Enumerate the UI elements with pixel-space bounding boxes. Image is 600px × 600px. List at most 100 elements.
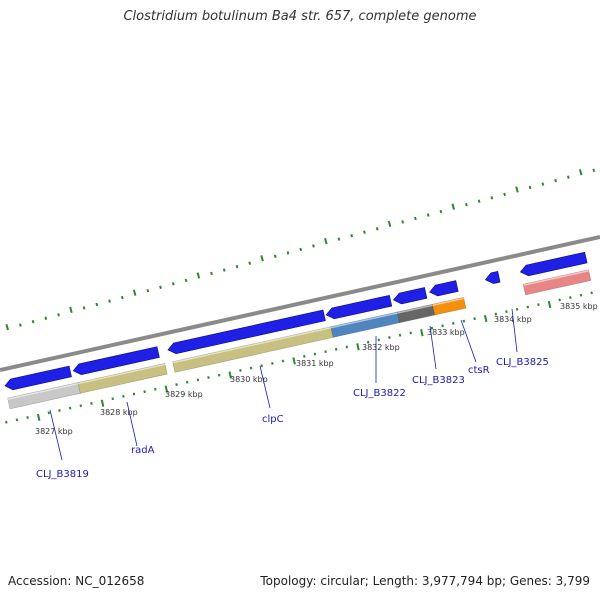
feature-bar	[522, 269, 592, 296]
scale-tick	[5, 323, 9, 331]
cds-arrow	[484, 271, 501, 284]
scale-tick	[58, 409, 61, 412]
cds-arrow	[167, 309, 326, 355]
cds-arrow	[325, 294, 393, 320]
gene-callout-line	[511, 308, 518, 353]
scale-tick	[159, 285, 162, 289]
scale-tick	[366, 340, 370, 344]
scale-tick	[26, 416, 29, 419]
gene-label[interactable]: CLJ_B3825	[496, 357, 549, 368]
scale-tick	[375, 227, 379, 231]
genome-backbone-line	[0, 235, 600, 372]
scale-tick	[143, 390, 146, 394]
scale-tick	[494, 312, 498, 316]
scale-tick	[108, 299, 111, 303]
scale-tick	[154, 387, 157, 391]
scale-tick	[68, 406, 72, 410]
scale-tick	[356, 343, 360, 351]
scale-tick	[210, 271, 213, 276]
gene-callout-line	[259, 365, 271, 409]
scale-tick	[473, 317, 476, 321]
scale-tick	[409, 331, 412, 335]
scale-tick	[505, 310, 508, 314]
scale-tick	[414, 216, 417, 221]
scale-tick	[579, 293, 583, 297]
scale-tick	[430, 326, 434, 330]
gene-label[interactable]: CLJ_B3823	[412, 375, 465, 386]
genome-backbone	[0, 235, 600, 372]
gene-callout-line	[429, 325, 437, 370]
gene-label[interactable]: CLJ_B3822	[353, 388, 406, 399]
scale-tick	[337, 237, 341, 241]
scale-tick	[31, 319, 35, 324]
scale-tick	[324, 237, 328, 245]
scale-tick	[439, 209, 443, 214]
scale-tick	[526, 305, 530, 309]
gene-label[interactable]: radA	[131, 445, 155, 456]
scale-label: 3832 kbp	[362, 343, 400, 352]
scale-tick	[217, 373, 221, 377]
scale-tick	[36, 413, 41, 421]
feature-bar-highlight	[523, 269, 589, 286]
scale-tick	[451, 203, 455, 210]
scale-tick	[426, 213, 430, 217]
scale-tick	[303, 354, 306, 358]
scale-tick	[420, 329, 424, 337]
scale-tick	[528, 185, 532, 190]
gene-label[interactable]: ctsR	[468, 365, 490, 376]
scale-tick	[503, 192, 506, 197]
scale-tick	[100, 399, 105, 407]
label-callouts: 3827 kbp 3828 kbp 3829 kbp 3830 kbp 3831 kbp…	[35, 302, 598, 480]
scale-tick	[271, 361, 274, 365]
genome-title: Clostridium botulinum Ba4 str. 657, comp…	[123, 9, 477, 24]
scale-label: 3830 kbp	[230, 375, 268, 384]
cds-arrow	[429, 280, 459, 297]
scale-tick	[515, 307, 519, 311]
genome-summary-text: Topology: circular; Length: 3,977,794 bp…	[260, 574, 590, 588]
scale-tick	[196, 378, 200, 382]
scale-tick	[569, 296, 572, 299]
gene-callout-line	[126, 401, 138, 447]
scale-tick	[239, 369, 242, 372]
scale-tick	[483, 314, 488, 323]
scale-tick	[387, 220, 392, 228]
scale-tick	[377, 338, 381, 342]
scale-tick	[207, 376, 210, 379]
scale-tick	[462, 319, 466, 323]
scale-tick	[260, 364, 263, 368]
scale-tick	[185, 380, 189, 384]
feature-bar-highlight	[7, 382, 80, 400]
scale-tick	[235, 264, 239, 269]
scale-tick	[324, 350, 327, 354]
scale-tick	[590, 291, 593, 295]
scale-tick	[541, 182, 545, 186]
scale-label: 3829 kbp	[165, 390, 203, 399]
scale-tick	[122, 394, 125, 398]
gene-label[interactable]: CLJ_B3819	[36, 469, 89, 480]
scale-tick	[222, 268, 226, 272]
feature-track	[4, 251, 592, 410]
scale-tick	[477, 199, 481, 203]
scale-tick	[465, 202, 468, 207]
scale-tick	[249, 366, 253, 370]
scale-tick	[175, 383, 178, 387]
scale-tick	[146, 288, 150, 293]
gene-label[interactable]: clpC	[262, 414, 284, 425]
scale-tick	[398, 333, 402, 337]
cds-arrow	[4, 365, 72, 391]
scale-label: 3827 kbp	[35, 427, 73, 436]
scale-tick	[537, 303, 540, 307]
scale-tick	[111, 397, 114, 401]
accession-text: Accession: NC_012658	[8, 574, 145, 588]
scale-tick	[388, 336, 391, 339]
scale-tick	[82, 306, 86, 310]
scale-tick	[164, 385, 169, 393]
cds-arrow	[519, 251, 588, 277]
scale-tick	[286, 251, 290, 255]
scale-tick	[401, 220, 405, 224]
scale-tick	[558, 298, 561, 302]
scale-tick	[345, 345, 349, 349]
scale-tick	[90, 401, 93, 405]
inner-tick-row	[5, 291, 593, 424]
